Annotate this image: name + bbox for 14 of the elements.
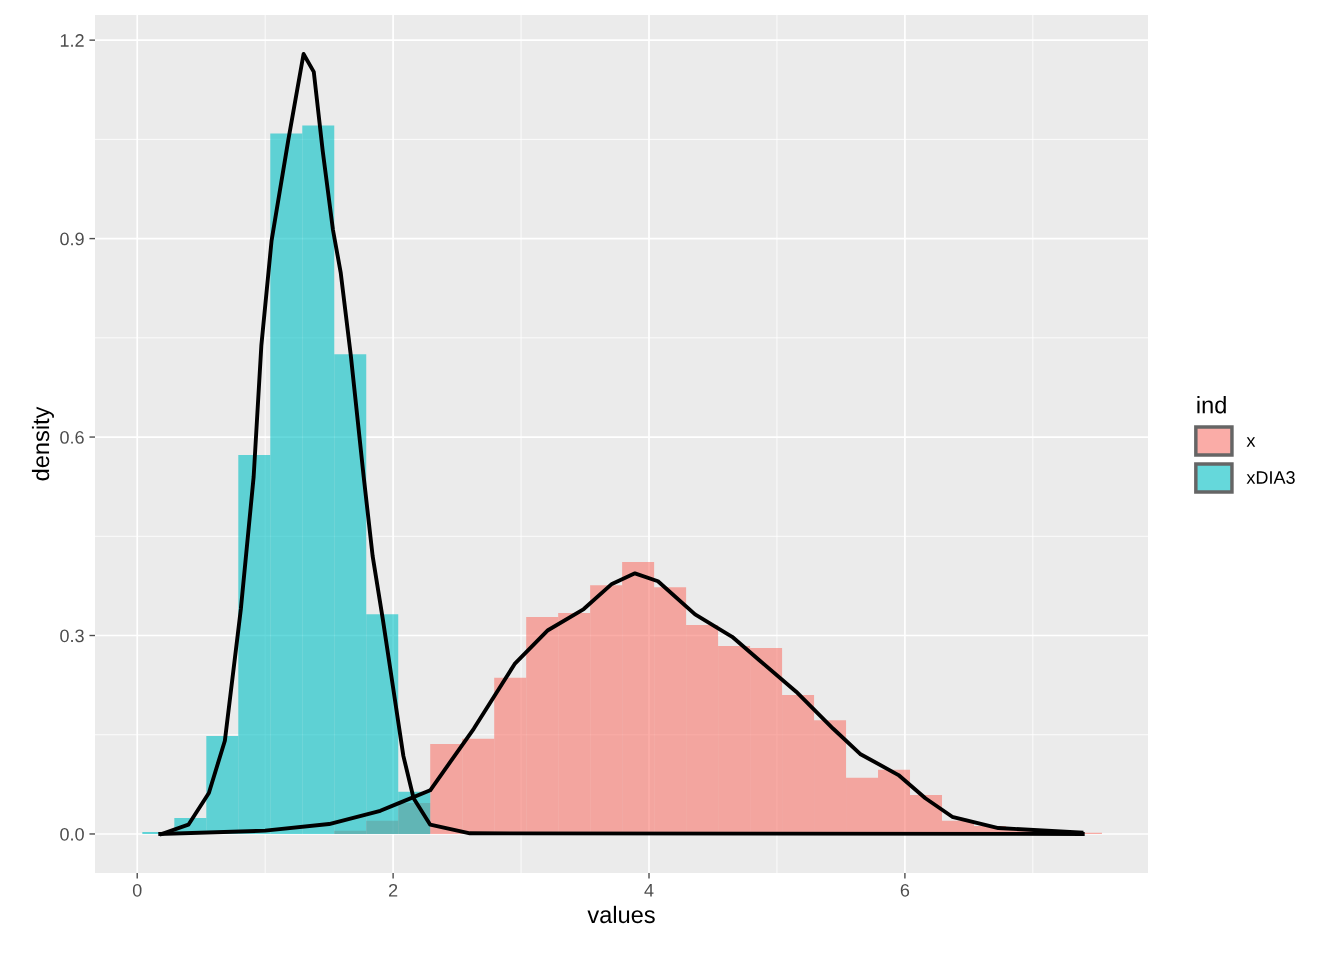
y-tick-label: 0.9	[60, 232, 84, 246]
y-tick-label: 0.0	[60, 827, 84, 841]
y-tick-label: 0.6	[60, 430, 84, 444]
y-tick-label: 0.3	[60, 629, 84, 643]
x-tick-label: 4	[644, 884, 654, 897]
y-axis-title: density	[31, 406, 54, 481]
x-tick-label: 6	[900, 883, 910, 897]
y-tick-label: 1.2	[60, 34, 84, 47]
legend-title: ind	[1197, 396, 1226, 414]
legend-label: x	[1246, 437, 1256, 447]
x-axis-title: values	[587, 905, 655, 924]
x-tick-label: 2	[389, 883, 398, 897]
x-tick-label: 0	[132, 883, 142, 897]
legend-label: xDIA3	[1246, 471, 1295, 484]
